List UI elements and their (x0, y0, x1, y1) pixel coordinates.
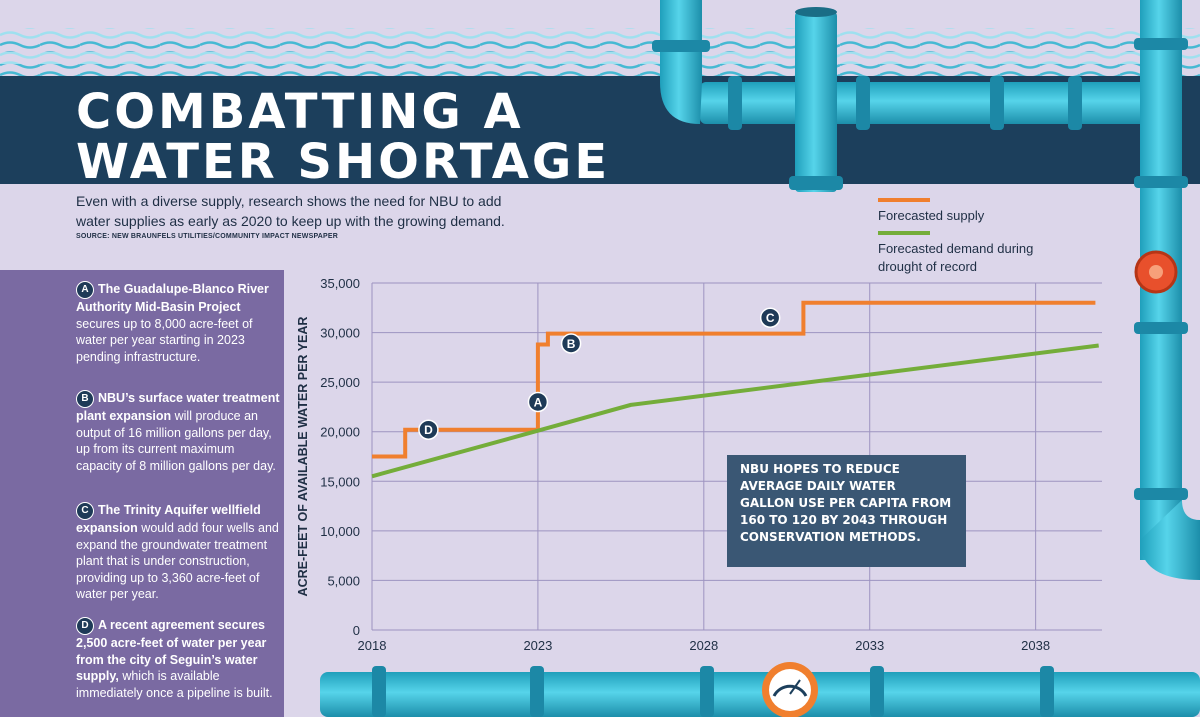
note-c: C The Trinity Aquifer wellfield expansion… (76, 502, 280, 603)
note-d-bold: A recent agreement secures 2,500 acre-fe… (76, 618, 267, 683)
note-b-bold: NBU’s surface water treatment plant expa… (76, 391, 280, 423)
note-b: B NBU’s surface water treatment plant exp… (76, 390, 280, 474)
sidebar-notes (0, 270, 284, 717)
legend-demand-label: Forecasted demand during drought of reco… (878, 241, 1034, 274)
note-c-badge: C (76, 502, 94, 520)
x-tick-label: 2038 (1021, 638, 1050, 653)
conservation-callout: NBU hopes to reduce average daily water … (727, 455, 966, 567)
note-a: A The Guadalupe-Blanco River Authority Mi… (76, 281, 280, 365)
annotation-marker-d (418, 419, 439, 440)
annotation-marker-b (560, 333, 582, 354)
x-tick-label: 2028 (689, 638, 718, 653)
note-d-badge: D (76, 617, 94, 635)
y-tick-label: 15,000 (320, 474, 360, 489)
note-c-text: would add four wells and expand the grou… (76, 521, 279, 601)
y-tick-label: 35,000 (320, 276, 360, 291)
source-credit: SOURCE: NEW BRAUNFELS UTILITIES/COMMUNIT… (76, 233, 339, 240)
legend-demand-swatch (878, 231, 930, 235)
intro-text: Even with a diverse supply, research sho… (76, 193, 505, 229)
x-tick-label: 2033 (855, 638, 884, 653)
annotation-marker-a (527, 391, 549, 413)
y-tick-label: 25,000 (320, 375, 360, 390)
page-title-line1: COMBATTING A (76, 84, 524, 140)
annotation-marker-c (759, 307, 781, 328)
annotation-label-b: B (567, 337, 576, 351)
demand-series-line (371, 343, 1099, 479)
y-tick-label: 20,000 (320, 425, 360, 440)
annotation-label-d: D (424, 423, 433, 437)
legend-supply-swatch (878, 198, 930, 202)
x-tick-label: 2023 (523, 638, 552, 653)
note-c-bold: The Trinity Aquifer wellfield expansion (76, 503, 261, 535)
page-title-line2: WATER SHORTAGE (76, 134, 611, 190)
annotation-label-a: A (534, 395, 543, 409)
note-d-text: which is available immediately once a pi… (76, 669, 273, 700)
y-tick-label: 5,000 (327, 573, 360, 588)
note-a-text: secures up to 8,000 acre-feet of water p… (76, 316, 253, 364)
note-b-badge: B (76, 390, 94, 408)
supply-series-line (372, 300, 1096, 459)
water-supply-chart: 0 5,000 10,000 15,000 20,000 25,000 30,000 35,0… (296, 276, 1102, 653)
y-tick-label: 0 (353, 623, 360, 638)
y-axis-label: ACRE-FEET OF AVAILABLE WATER PER YEAR (296, 317, 310, 597)
note-b-text: will produce an output of 16 million gal… (76, 409, 276, 473)
x-tick-label: 2018 (358, 638, 387, 653)
note-a-bold: The Guadalupe-Blanco River Authority Mid… (76, 282, 269, 314)
note-a-badge: A (76, 281, 94, 299)
legend-supply-label: Forecasted supply (878, 208, 985, 223)
y-tick-label: 10,000 (320, 524, 360, 539)
annotation-label-c: C (766, 311, 775, 325)
y-tick-label: 30,000 (320, 326, 360, 341)
